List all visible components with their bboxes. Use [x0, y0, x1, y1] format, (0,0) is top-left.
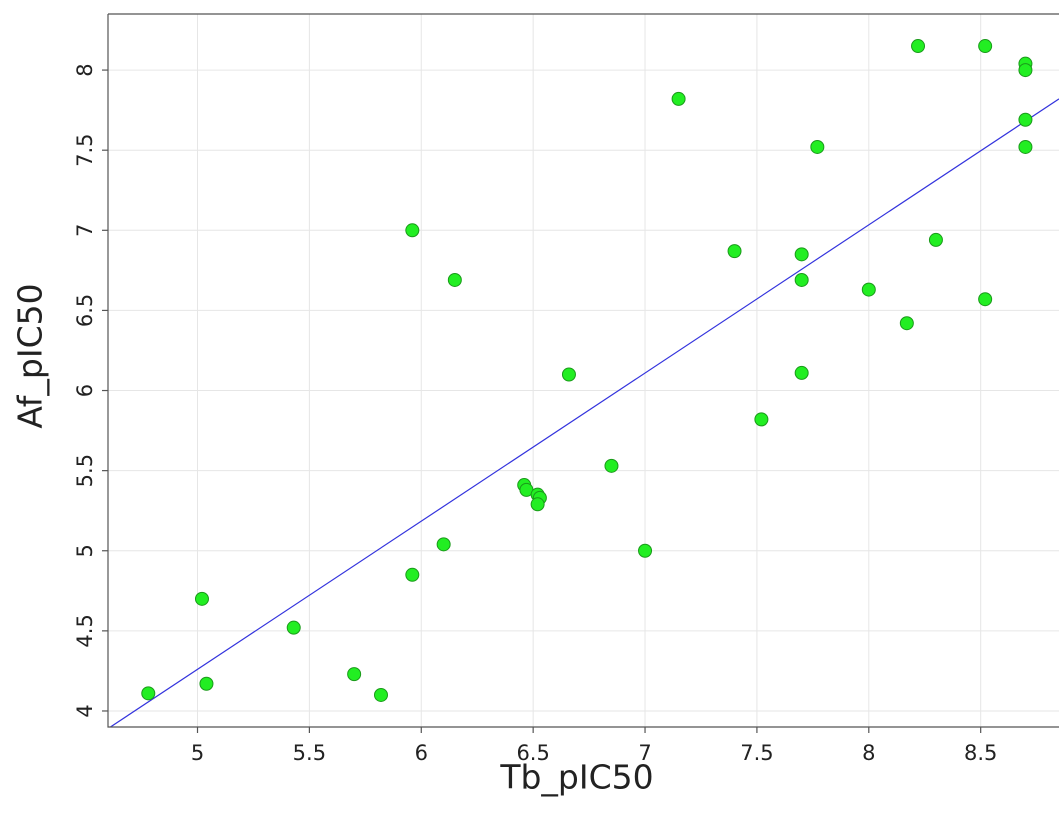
y-tick-label: 7.5 — [73, 133, 97, 166]
data-point — [199, 676, 214, 691]
x-tick-label: 5 — [191, 741, 204, 765]
y-tick-label: 5.5 — [73, 454, 97, 487]
plot-frame — [107, 13, 1059, 728]
x-tick-label: 7.5 — [740, 741, 773, 765]
y-tick-label: 4 — [73, 704, 97, 717]
y-axis: 4 4.5 5 5.5 6 6.5 7 7.5 8 — [73, 63, 108, 718]
data-point — [727, 244, 742, 259]
y-tick-label: 4.5 — [73, 614, 97, 647]
data-point — [978, 292, 993, 307]
data-point — [530, 497, 545, 512]
x-tick-label: 5.5 — [293, 741, 326, 765]
trendline-layer — [109, 98, 1059, 727]
data-point — [911, 39, 926, 54]
y-tick-label: 6.5 — [73, 294, 97, 327]
x-tick-label: 6 — [415, 741, 428, 765]
data-point — [899, 316, 914, 331]
data-point — [1018, 63, 1033, 78]
y-tick-label: 7 — [73, 224, 97, 237]
data-point — [978, 39, 993, 54]
regression-line — [109, 98, 1059, 727]
data-point — [194, 591, 209, 606]
data-point — [373, 687, 388, 702]
data-point — [794, 247, 809, 262]
data-point — [754, 412, 769, 427]
y-tick-label: 6 — [73, 384, 97, 397]
data-point — [1018, 139, 1033, 154]
data-point — [861, 282, 876, 297]
y-axis-title: Af_pIC50 — [11, 283, 50, 428]
data-point — [810, 139, 825, 154]
x-tick-label: 7 — [638, 741, 651, 765]
data-point — [286, 620, 301, 635]
y-tick-label: 8 — [73, 63, 97, 76]
data-point — [447, 272, 462, 287]
data-point — [794, 365, 809, 380]
x-tick-label: 8 — [862, 741, 875, 765]
data-point — [671, 91, 686, 106]
grid — [108, 14, 1059, 727]
y-tick-label: 5 — [73, 544, 97, 557]
data-point — [141, 686, 156, 701]
points-layer — [141, 39, 1033, 702]
x-tick-label: 6.5 — [516, 741, 549, 765]
x-axis: 5 5.5 6 6.5 7 7.5 8 8.5 — [191, 727, 997, 765]
data-point — [638, 543, 653, 558]
data-point — [405, 223, 420, 238]
x-tick-label: 8.5 — [964, 741, 997, 765]
data-point — [604, 458, 619, 473]
data-point — [405, 567, 420, 582]
data-point — [561, 367, 576, 382]
plot-background — [108, 14, 1059, 727]
data-point — [928, 232, 943, 247]
data-point — [794, 272, 809, 287]
data-point — [347, 667, 362, 682]
data-point — [1018, 112, 1033, 127]
x-axis-title: Tb_pIC50 — [499, 758, 653, 797]
data-point — [436, 537, 451, 552]
